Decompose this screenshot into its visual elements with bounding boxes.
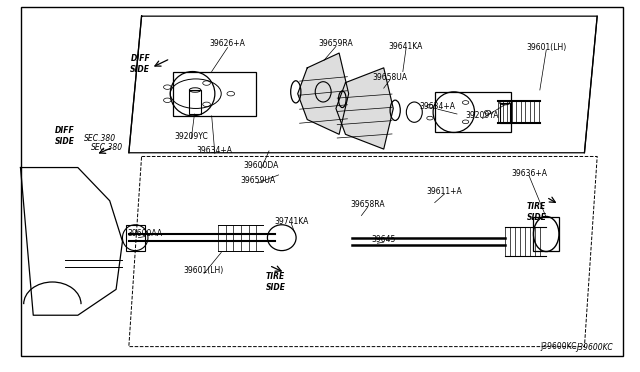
Text: 39209YC: 39209YC (175, 132, 208, 141)
Text: 39626+A: 39626+A (210, 39, 246, 48)
Text: 39601(LH): 39601(LH) (184, 266, 224, 275)
Text: J39600KC: J39600KC (577, 343, 613, 352)
Polygon shape (298, 53, 349, 134)
Text: 39645: 39645 (372, 235, 396, 244)
Text: 39600AA: 39600AA (127, 230, 163, 238)
Text: 39658RA: 39658RA (351, 200, 385, 209)
Text: 39611+A: 39611+A (426, 187, 462, 196)
Text: 39600DA: 39600DA (244, 161, 279, 170)
Bar (173, 71, 256, 116)
Text: SEC.380: SEC.380 (84, 134, 116, 142)
Text: 39209YA: 39209YA (466, 111, 499, 121)
Text: 39659RA: 39659RA (319, 39, 353, 48)
Text: 39641KA: 39641KA (389, 42, 423, 51)
Text: DIFF
SIDE: DIFF SIDE (131, 54, 150, 74)
Bar (500, 103, 510, 123)
Text: 39636+A: 39636+A (511, 169, 547, 177)
Text: SEC.380: SEC.380 (90, 143, 123, 152)
Text: 39659UA: 39659UA (240, 176, 275, 185)
Text: 39634+A: 39634+A (420, 102, 456, 111)
Text: J39600KC: J39600KC (541, 342, 577, 351)
Text: 39741KA: 39741KA (274, 217, 308, 225)
Text: DIFF
SIDE: DIFF SIDE (55, 126, 75, 146)
Text: 39634+A: 39634+A (197, 147, 233, 155)
Text: TIRE
SIDE: TIRE SIDE (266, 272, 285, 292)
Bar (435, 92, 511, 132)
Text: 39658UA: 39658UA (372, 73, 408, 81)
Polygon shape (336, 68, 394, 149)
Bar (189, 90, 201, 114)
Bar (125, 225, 145, 251)
Text: TIRE
SIDE: TIRE SIDE (527, 202, 547, 222)
Text: 39601(LH): 39601(LH) (526, 43, 566, 52)
Bar (534, 217, 559, 251)
